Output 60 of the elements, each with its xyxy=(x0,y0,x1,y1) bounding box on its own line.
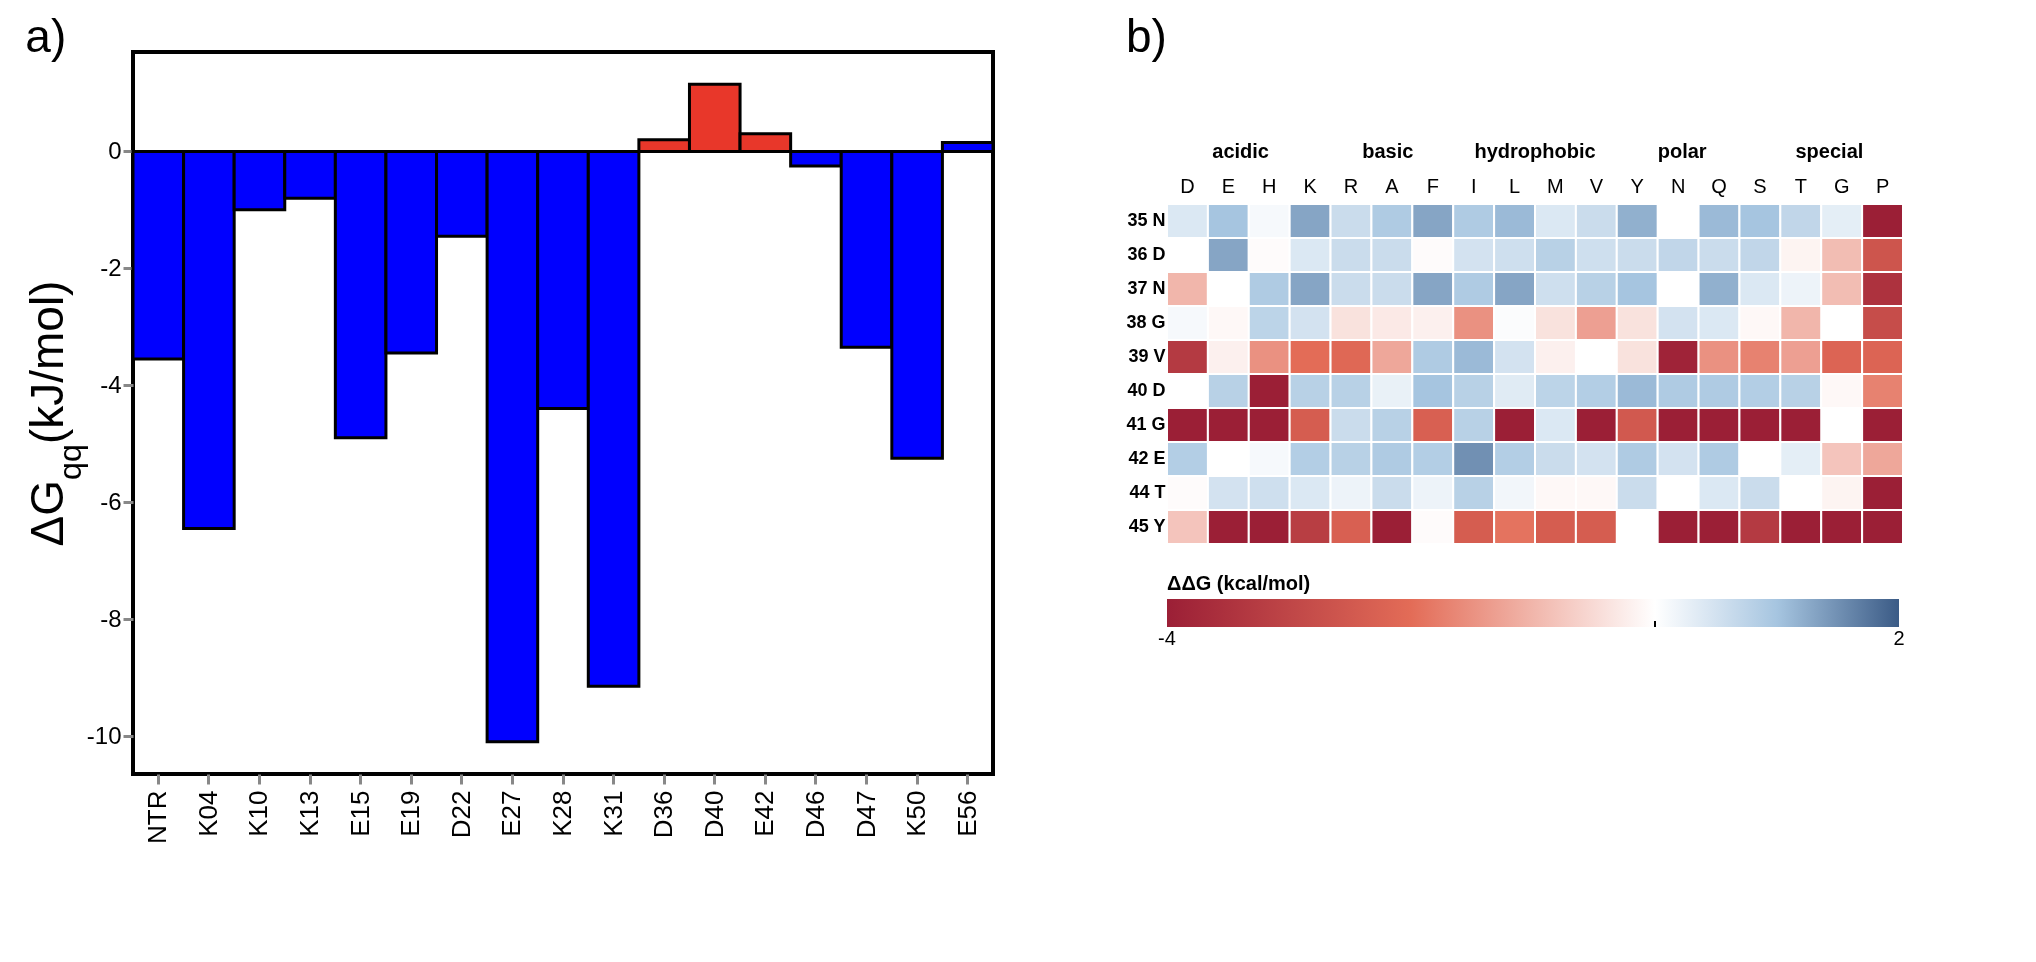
x-tick-label: D36 xyxy=(648,790,679,839)
x-tick-label: E19 xyxy=(395,790,426,837)
color-bar-title: ΔΔG (kcal/mol) xyxy=(1167,572,1311,594)
y-tick-label: 35 N xyxy=(1127,210,1166,230)
text: special xyxy=(1795,140,1864,162)
x-tick-label: E42 xyxy=(749,790,780,837)
y-tick-label: -2 xyxy=(100,253,122,281)
text: acidic xyxy=(1212,140,1269,162)
x-tick-label: K28 xyxy=(547,790,577,837)
y-tick-label: 41 G xyxy=(1126,414,1166,434)
x-tick-label: E xyxy=(1221,174,1236,197)
y-tick-label: 37 N xyxy=(1127,278,1166,298)
y-tick-label: 45 Y xyxy=(1128,516,1166,536)
y-tick-label: 36 D xyxy=(1127,244,1166,264)
x-tick-label: D xyxy=(1180,174,1195,197)
x-tick-label: E27 xyxy=(496,790,527,837)
chart-title: a) xyxy=(25,10,67,62)
y-tick-label: 38 G xyxy=(1126,312,1166,332)
x-tick-label: K10 xyxy=(243,790,274,837)
x-tick-label: D22 xyxy=(445,790,476,839)
x-tick-label: T xyxy=(1794,174,1807,197)
x-tick-label: R xyxy=(1343,174,1359,197)
text: basic xyxy=(1362,140,1414,162)
y-tick-label: 44 T xyxy=(1129,482,1166,502)
x-tick-label: S xyxy=(1753,174,1767,197)
x-tick-label: I xyxy=(1470,174,1477,197)
y-tick-label: 39 V xyxy=(1128,346,1166,366)
x-tick-label: V xyxy=(1589,174,1604,197)
y-tick-label: -6 xyxy=(100,487,122,515)
x-tick-label: E15 xyxy=(344,790,375,837)
y-tick-label: 40 D xyxy=(1127,380,1166,400)
y-tick-label: 42 E xyxy=(1128,448,1166,468)
x-tick-label: A xyxy=(1385,174,1400,197)
x-tick-label: K50 xyxy=(901,790,932,837)
x-tick-label: K04 xyxy=(192,790,223,837)
x-tick-label: M xyxy=(1547,174,1564,197)
text: polar xyxy=(1657,140,1707,162)
chart-title: b) xyxy=(1125,10,1167,62)
x-tick-label: E56 xyxy=(951,790,982,837)
x-tick-label: D46 xyxy=(799,790,830,839)
x-tick-label: H xyxy=(1262,174,1277,197)
y-tick-label: -4 xyxy=(100,370,122,398)
x-tick-label: K xyxy=(1303,174,1318,197)
x-tick-label: Q xyxy=(1711,174,1727,197)
color-bar-label: 2 xyxy=(1893,627,1905,649)
x-tick-label: Y xyxy=(1630,174,1644,197)
x-tick-label: D47 xyxy=(850,790,881,839)
x-tick-label: F xyxy=(1426,174,1439,197)
x-tick-label: N xyxy=(1670,174,1686,197)
x-tick-label: K31 xyxy=(597,790,628,837)
y-tick-label: -8 xyxy=(100,604,122,632)
text: hydrophobic xyxy=(1474,140,1596,162)
x-tick-label: NTR xyxy=(142,790,173,844)
x-tick-label: D40 xyxy=(698,790,729,839)
x-tick-label: K13 xyxy=(294,790,325,837)
y-tick-label: 0 xyxy=(108,136,122,164)
x-tick-label: P xyxy=(1875,174,1890,197)
y-tick-label: -10 xyxy=(86,721,122,749)
x-tick-label: G xyxy=(1833,174,1850,197)
x-tick-label: L xyxy=(1508,174,1521,197)
